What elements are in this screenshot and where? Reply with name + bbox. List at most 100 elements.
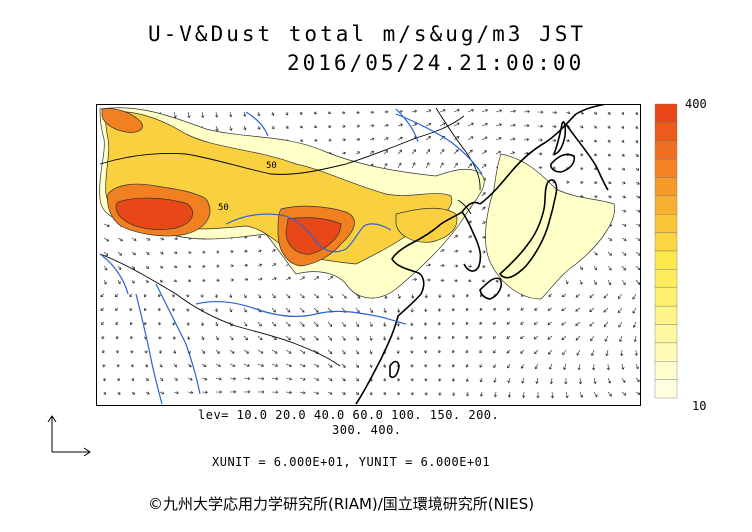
wind-vector — [439, 122, 446, 127]
legend-swatch — [654, 361, 678, 380]
wind-vector — [271, 293, 276, 299]
levels-line-1: lev= 10.0 20.0 40.0 60.0 100. 150. 200. — [198, 408, 500, 422]
wind-vector — [271, 321, 277, 327]
wind-vector — [453, 264, 459, 268]
wind-vector — [410, 377, 414, 382]
rivers — [99, 108, 483, 405]
wind-vector — [438, 307, 442, 312]
wind-vector — [425, 263, 431, 267]
wind-vector — [589, 293, 595, 298]
wind-vector — [243, 277, 249, 282]
wind-vector — [229, 250, 234, 254]
wind-vector — [115, 335, 119, 340]
wind-vector — [341, 363, 346, 368]
wind-vector — [313, 125, 318, 129]
wind-vector — [369, 124, 375, 128]
wind-vector — [103, 237, 110, 242]
wind-vector — [201, 250, 206, 254]
wind-vector — [607, 377, 612, 384]
wind-vector — [565, 279, 569, 285]
wind-vector — [117, 265, 122, 270]
wind-vector — [173, 279, 177, 283]
legend-swatch — [654, 305, 678, 325]
wind-vector — [116, 377, 120, 382]
wind-vector — [575, 293, 581, 298]
wind-vector — [562, 349, 567, 356]
wind-vector — [173, 349, 177, 354]
wind-vector — [327, 363, 333, 368]
wind-vector — [215, 349, 220, 354]
wind-vector — [187, 250, 192, 254]
wind-vector — [103, 391, 107, 396]
wind-vector — [172, 321, 176, 326]
wind-vector — [285, 111, 289, 116]
wind-vector — [635, 111, 639, 116]
coastline-japan-hokkaido — [550, 153, 576, 173]
wind-vector — [495, 279, 499, 283]
wind-vector — [397, 136, 403, 141]
wind-vector — [481, 221, 486, 225]
wind-vector — [173, 377, 179, 381]
wind-vector — [243, 249, 248, 254]
wind-vector — [424, 307, 428, 313]
wind-vector — [551, 138, 557, 142]
wind-vector — [632, 307, 637, 314]
wind-vector — [397, 149, 403, 155]
wind-vector — [425, 278, 431, 282]
wind-vector — [145, 391, 150, 395]
wind-vector — [130, 349, 134, 354]
wind-vector — [506, 321, 511, 325]
wind-vector — [621, 377, 626, 383]
wind-vector — [355, 137, 361, 142]
wind-vector — [425, 122, 432, 127]
chart-title: U-V&Dust total m/s&ug/m3 JST — [148, 22, 587, 46]
wind-vector — [145, 251, 150, 255]
wind-vector — [492, 335, 497, 339]
wind-vector — [159, 237, 165, 241]
wind-vector — [103, 251, 109, 256]
legend-swatch — [654, 379, 678, 399]
wind-vector — [411, 293, 415, 299]
reference-vector-axes — [47, 415, 91, 456]
wind-vector — [313, 321, 319, 327]
wind-vector — [410, 391, 414, 396]
wind-vector — [187, 264, 192, 268]
wind-vector — [521, 377, 525, 384]
wind-vector — [327, 391, 333, 395]
wind-vector — [243, 321, 248, 327]
wind-vector — [341, 151, 346, 155]
wind-vector — [159, 279, 163, 283]
wind-vector — [173, 236, 178, 241]
levels-line-2: 300. 400. — [332, 423, 402, 437]
wind-vector — [523, 110, 530, 114]
wind-vector — [229, 125, 233, 131]
wind-vector — [383, 307, 387, 314]
wind-vector — [201, 264, 206, 268]
wind-vector — [507, 363, 511, 369]
wind-vector — [437, 321, 442, 326]
wind-vector — [201, 278, 206, 282]
wind-vector — [411, 109, 418, 113]
wind-vector — [493, 321, 497, 325]
coastline-russia-coast — [479, 104, 607, 205]
wind-vector — [383, 150, 389, 155]
wind-vector — [299, 307, 305, 313]
wind-vector — [439, 278, 445, 282]
wind-vector — [561, 321, 567, 326]
wind-vector — [424, 293, 428, 299]
wind-vector — [341, 321, 346, 328]
wind-vector — [621, 209, 627, 213]
wind-vector — [257, 249, 262, 253]
legend-swatches — [654, 103, 678, 399]
wind-vector — [201, 390, 208, 394]
wind-vector — [131, 251, 136, 256]
wind-vector — [341, 124, 346, 128]
wind-vector — [143, 307, 147, 312]
wind-vector — [299, 276, 306, 281]
wind-vector — [396, 335, 400, 341]
wind-vector — [537, 124, 544, 128]
coastline-china — [355, 201, 481, 405]
wind-vector — [327, 111, 331, 115]
wind-vector — [620, 349, 624, 357]
wind-vector — [424, 349, 428, 354]
